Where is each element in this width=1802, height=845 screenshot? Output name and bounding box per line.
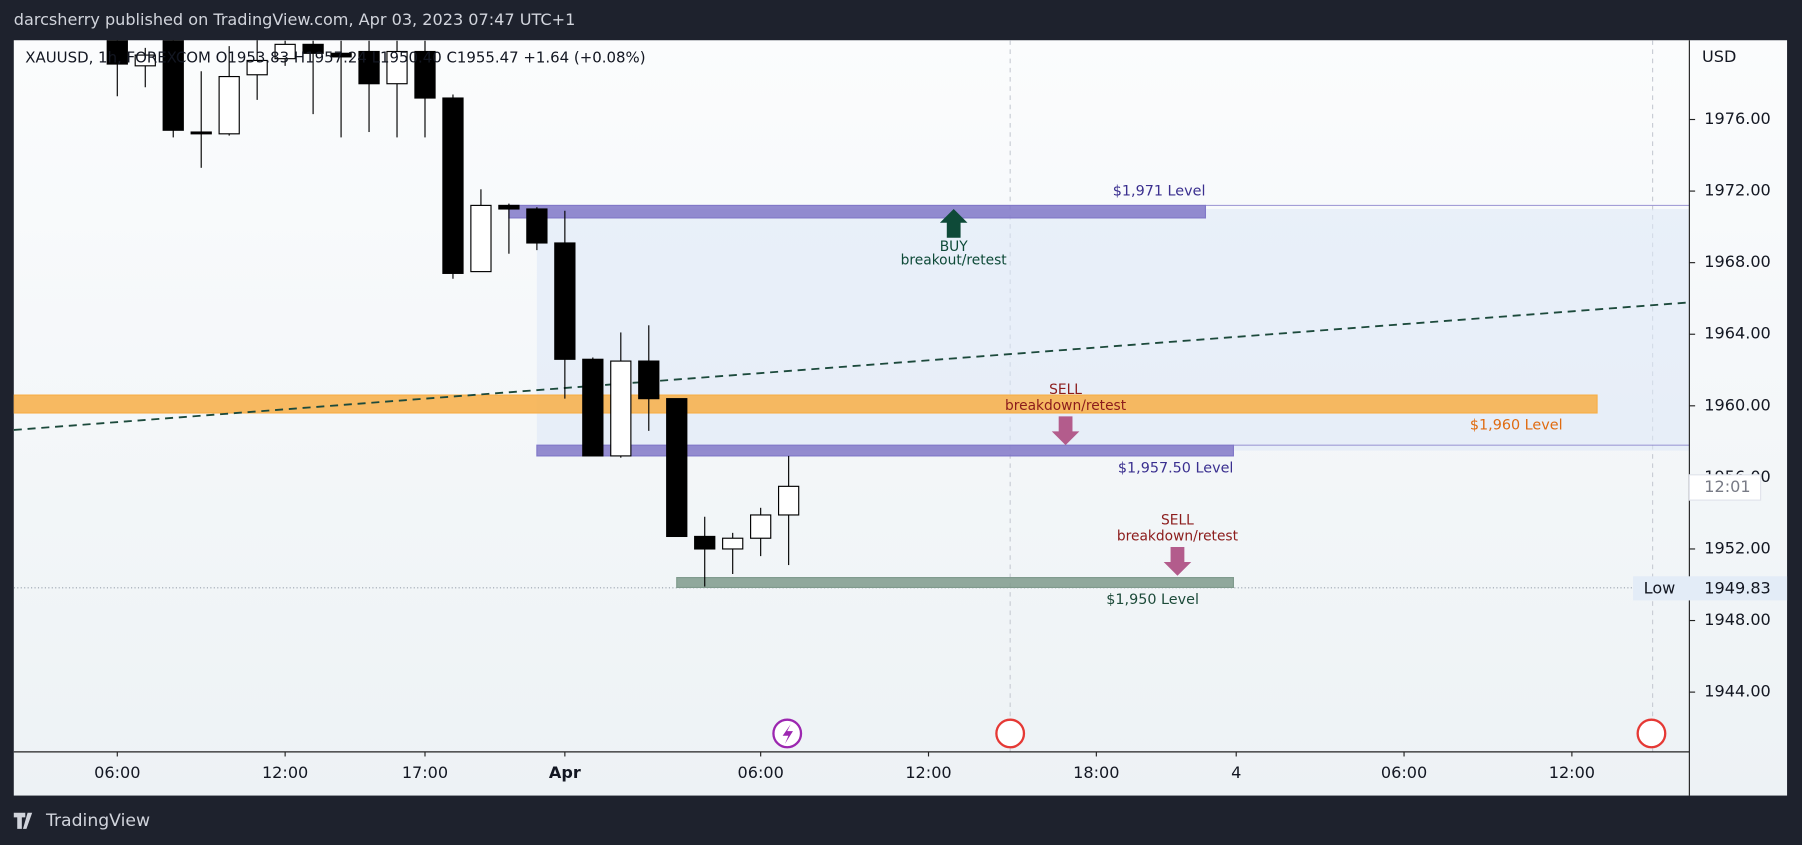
x-tick-label: 06:00: [1381, 763, 1427, 782]
axes: 1976.001972.001968.001964.001960.001956.…: [94, 109, 1771, 782]
countdown-bg: [1688, 474, 1762, 501]
x-tick-label: 12:00: [262, 763, 308, 782]
y-tick-label: 1960.00: [1704, 395, 1770, 414]
candle-body: [470, 204, 492, 273]
x-tick-label: 06:00: [94, 763, 140, 782]
x-tick-label: Apr: [549, 763, 581, 782]
candle-body: [330, 52, 352, 58]
signal-text: breakdown/retest: [1005, 398, 1127, 414]
candle-body: [638, 360, 660, 400]
currency: USD: [1702, 47, 1736, 66]
candle-body: [582, 358, 604, 457]
y-tick-label: 1976.00: [1704, 109, 1770, 128]
event-icons: [772, 718, 1667, 749]
zone: [676, 577, 1234, 589]
candle-body: [218, 75, 240, 135]
y-tick-label: 1944.00: [1704, 682, 1770, 701]
low-tag-value: 1949.83: [1704, 578, 1770, 597]
signal-text: breakdown/retest: [1117, 529, 1239, 545]
y-tick-label: 1968.00: [1704, 252, 1770, 271]
candle-body: [498, 204, 520, 210]
candle-body: [246, 59, 268, 76]
candle-body: [694, 535, 716, 550]
candle-body: [554, 242, 576, 360]
signal-text: SELL: [1161, 513, 1194, 529]
y-tick-label: 1972.00: [1704, 181, 1770, 200]
zone-label: $1,950 Level: [1106, 592, 1199, 608]
candle-body: [442, 97, 464, 274]
candle-body: [386, 50, 408, 85]
candle-body: [302, 43, 324, 54]
signal-text: BUY: [940, 239, 969, 255]
footer: TradingView: [45, 811, 150, 831]
x-tick-label: 4: [1231, 763, 1241, 782]
signal-arrow: [939, 208, 968, 238]
countdown: 12:01: [1704, 477, 1750, 496]
signal-arrow: [1051, 416, 1080, 446]
event-icon-bolt: [782, 724, 793, 744]
tv-logo: TradingView: [13, 811, 150, 831]
candle-body: [666, 398, 688, 538]
x-tick-label: 17:00: [402, 763, 448, 782]
signal-text: SELL: [1049, 382, 1082, 398]
logo-mark: [13, 812, 33, 829]
candle-body: [106, 40, 128, 65]
candle-body: [274, 43, 296, 60]
candle-body: [610, 360, 632, 457]
candle-body: [777, 485, 800, 516]
signal-text: breakout/retest: [901, 253, 1008, 269]
y-tick-label: 1964.00: [1704, 324, 1770, 343]
low-tag-bg: [1633, 576, 1788, 601]
legend: XAUUSD, 1h, FOREXCOM O1953.83 H1957.24 L…: [25, 49, 645, 67]
zone: [536, 444, 1234, 457]
candle-body: [526, 208, 548, 244]
x-tick-label: 12:00: [905, 763, 951, 782]
zone-label: $1,960 Level: [1470, 418, 1563, 434]
event-icon: [995, 718, 1026, 749]
y-tick-label: 1948.00: [1704, 610, 1770, 629]
zone-label: $1,957.50 Level: [1118, 461, 1234, 477]
low-tag-label: Low: [1644, 578, 1676, 597]
candle-body: [722, 537, 744, 550]
candle-body: [134, 54, 156, 67]
x-tick-label: 18:00: [1073, 763, 1119, 782]
plot: [13, 40, 1690, 752]
candle-body: [358, 50, 380, 85]
candle-body: [750, 514, 772, 539]
range-box: [536, 208, 1690, 451]
candle-body: [190, 131, 212, 135]
header: darcsherry published on TradingView.com,…: [14, 10, 576, 29]
event-icon: [1636, 718, 1667, 749]
x-tick-label: 06:00: [738, 763, 784, 782]
zone-label: $1,971 Level: [1113, 184, 1206, 200]
y-tick-label: 1952.00: [1704, 538, 1770, 557]
trendline: [13, 301, 1690, 431]
signal-arrow: [1163, 547, 1192, 576]
zone: [508, 204, 1207, 219]
x-tick-label: 12:00: [1549, 763, 1595, 782]
candle-body: [162, 40, 184, 131]
zone: [13, 394, 1598, 414]
candle-body: [414, 50, 436, 99]
